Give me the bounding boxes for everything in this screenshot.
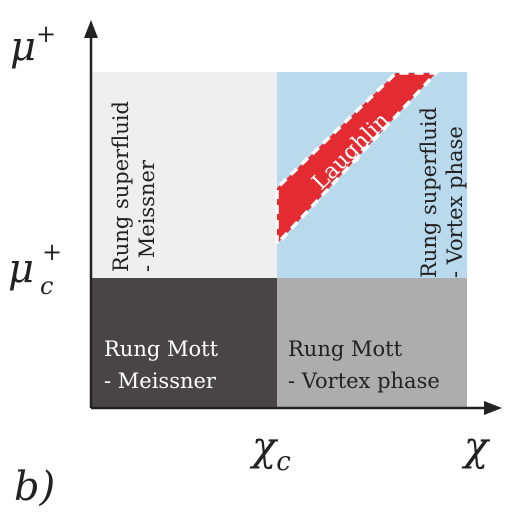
label-rung-superfluid-meissner: Rung superfluid - Meissner [109, 94, 159, 272]
y-tick-label-subscript: c [40, 272, 53, 300]
x-tick-label: χc [249, 424, 291, 477]
region-rung-mott-meissner [91, 278, 277, 408]
region-laughlin [275, 71, 441, 249]
x-axis-arrow [484, 401, 502, 415]
label-rung-superfluid-vortex: Rung superfluid - Vortex phase [417, 100, 467, 278]
y-tick-label: μ [8, 246, 34, 292]
region-rung-superfluid-meissner [91, 72, 277, 278]
y-axis-arrow [84, 20, 98, 38]
label-rung-mott-meissner: Rung Mott - Meissner [104, 337, 225, 393]
y-axis-label: μ+ [10, 20, 56, 70]
x-axis-label: χ [461, 424, 491, 470]
region-rung-mott-vortex [277, 278, 467, 408]
label-rung-mott-vortex: Rung Mott - Vortex phase [288, 337, 440, 393]
y-tick-label-superscript: + [42, 238, 62, 266]
panel-label: b) [14, 464, 55, 510]
